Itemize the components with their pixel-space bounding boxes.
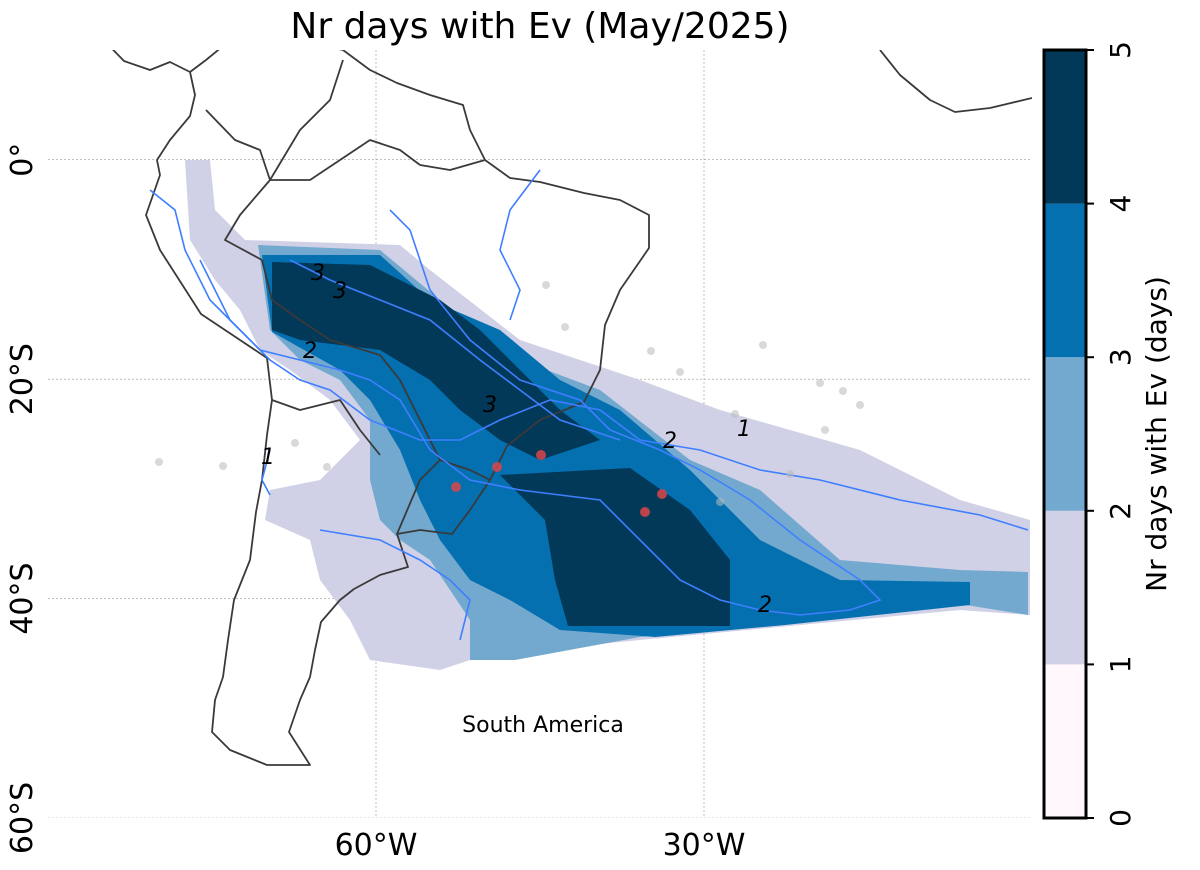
y-tick-label: 0° <box>5 143 40 177</box>
colorbar-swatch <box>1044 357 1086 511</box>
contour <box>289 169 621 441</box>
field-dark <box>272 262 600 460</box>
stations <box>155 281 864 506</box>
coastline <box>112 50 650 766</box>
y-tick-label: 40°S <box>5 562 40 634</box>
colorbar: 0 1 2 3 4 5 <box>1042 41 1137 827</box>
contour <box>261 449 471 641</box>
contour-label: 2 <box>758 593 772 618</box>
contour-label: 3 <box>483 393 497 418</box>
contour-label: 2 <box>663 429 677 454</box>
coastline-africa <box>879 50 1032 113</box>
colorbar-tick-label: 2 <box>1104 502 1137 520</box>
colorbar-swatch <box>1044 50 1086 204</box>
colorbar-tick-label: 5 <box>1104 41 1137 59</box>
field-dark <box>500 468 730 626</box>
colorbar-tick-label: 0 <box>1104 809 1137 827</box>
contour-label: 3 <box>311 261 325 286</box>
colorbar-tick-label: 3 <box>1104 348 1137 366</box>
colorbar-frame <box>1042 48 1088 820</box>
x-tick-label: 30°W <box>663 828 746 863</box>
title: Nr days with Ev (May/2025) <box>290 6 789 47</box>
y-tick-label: 20°S <box>5 343 40 415</box>
stations-highlight <box>451 450 667 517</box>
contour-label: 1 <box>737 417 751 442</box>
x-tick-label: 60°W <box>335 828 418 863</box>
contour-label: 2 <box>303 339 317 364</box>
colorbar-label: Nr days with Ev (days) <box>1140 276 1173 592</box>
region-label: South America <box>462 713 624 738</box>
border <box>205 59 491 535</box>
y-tick-label: 60°S <box>5 782 40 854</box>
contour-label: 1 <box>261 445 275 470</box>
colorbar-swatch <box>1044 510 1086 665</box>
colorbar-tick-label: 4 <box>1104 195 1137 213</box>
contour-label: 3 <box>333 279 347 304</box>
colorbar-swatch <box>1044 203 1086 358</box>
colorbar-swatch <box>1044 664 1086 818</box>
colorbar-tick-label: 1 <box>1104 655 1137 673</box>
contour <box>149 189 1029 531</box>
contour <box>199 209 882 616</box>
